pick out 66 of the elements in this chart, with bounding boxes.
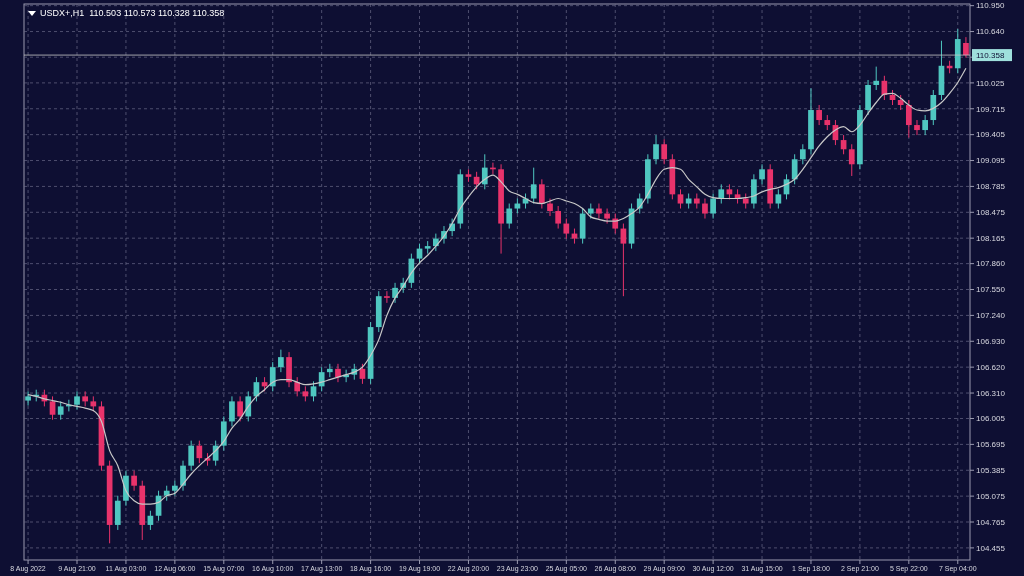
y-tick-label: 109.405 — [976, 130, 1006, 140]
candlestick — [905, 99, 912, 139]
candlestick — [237, 395, 243, 422]
candlestick — [384, 290, 390, 304]
candlestick — [563, 218, 570, 240]
y-tick-label: 109.715 — [976, 104, 1006, 114]
candlestick — [481, 153, 488, 190]
y-tick-label: 104.765 — [976, 517, 1006, 527]
candlestick — [49, 395, 56, 421]
y-tick-label: 110.640 — [976, 27, 1005, 37]
y-tick-label: 106.930 — [976, 337, 1006, 347]
candlestick — [539, 178, 545, 210]
y-tick-label: 109.095 — [976, 156, 1006, 166]
candlestick — [718, 183, 725, 205]
candlestick — [873, 66, 880, 91]
candlestick — [555, 205, 562, 230]
candlestick — [914, 119, 920, 136]
candlestick — [229, 395, 235, 427]
candlestick — [335, 363, 341, 383]
text: USDX+,H1 110.503 110.573 110.328 110.358 — [40, 8, 225, 18]
candlestick — [530, 167, 537, 205]
y-tick-label: 110.025 — [976, 78, 1005, 88]
y-tick-label: 108.475 — [976, 208, 1006, 218]
candlestick — [57, 400, 64, 421]
y-tick-label: 108.165 — [976, 233, 1006, 243]
candlestick — [759, 163, 765, 185]
ref-line-label: 110.358 — [976, 50, 1005, 60]
candlestick — [188, 440, 195, 472]
candlestick — [661, 138, 668, 165]
candlestick — [604, 208, 610, 225]
candlestick — [245, 390, 252, 422]
candlestick — [294, 376, 301, 397]
candlestick — [506, 203, 513, 230]
y-tick-label: 110.950 — [976, 1, 1005, 11]
candlestick — [318, 366, 325, 392]
y-tick-label: 107.240 — [976, 311, 1006, 321]
candlestick — [74, 390, 80, 411]
candlestick — [816, 104, 822, 126]
candlestick — [710, 193, 716, 220]
candlestick — [269, 361, 276, 392]
y-tick-label: 105.695 — [976, 440, 1006, 450]
y-tick-label: 107.860 — [976, 259, 1006, 269]
candlestick — [791, 153, 798, 185]
candlestick — [25, 390, 31, 407]
candlestick — [172, 480, 178, 497]
candlestick — [775, 188, 782, 210]
candlestick — [131, 470, 137, 492]
candlestick — [922, 114, 928, 136]
candlestick — [392, 282, 398, 304]
candlestick — [278, 349, 284, 373]
y-tick-label: 107.550 — [976, 285, 1006, 295]
candlestick — [196, 440, 203, 464]
candlestick — [848, 143, 855, 177]
candlestick — [180, 460, 186, 492]
y-tick-label: 108.785 — [976, 182, 1006, 192]
y-tick-label: 104.455 — [976, 543, 1006, 553]
y-tick-label: 106.620 — [976, 362, 1006, 372]
candlestick — [653, 134, 659, 165]
candlestick — [799, 143, 806, 165]
candlestick — [596, 203, 602, 220]
y-tick-label: 105.075 — [976, 491, 1006, 501]
y-tick-label: 106.005 — [976, 414, 1006, 424]
candlestick — [677, 188, 684, 210]
candlestick — [702, 198, 708, 220]
y-tick-label: 106.310 — [976, 388, 1006, 398]
y-tick-label: 105.385 — [976, 466, 1006, 476]
